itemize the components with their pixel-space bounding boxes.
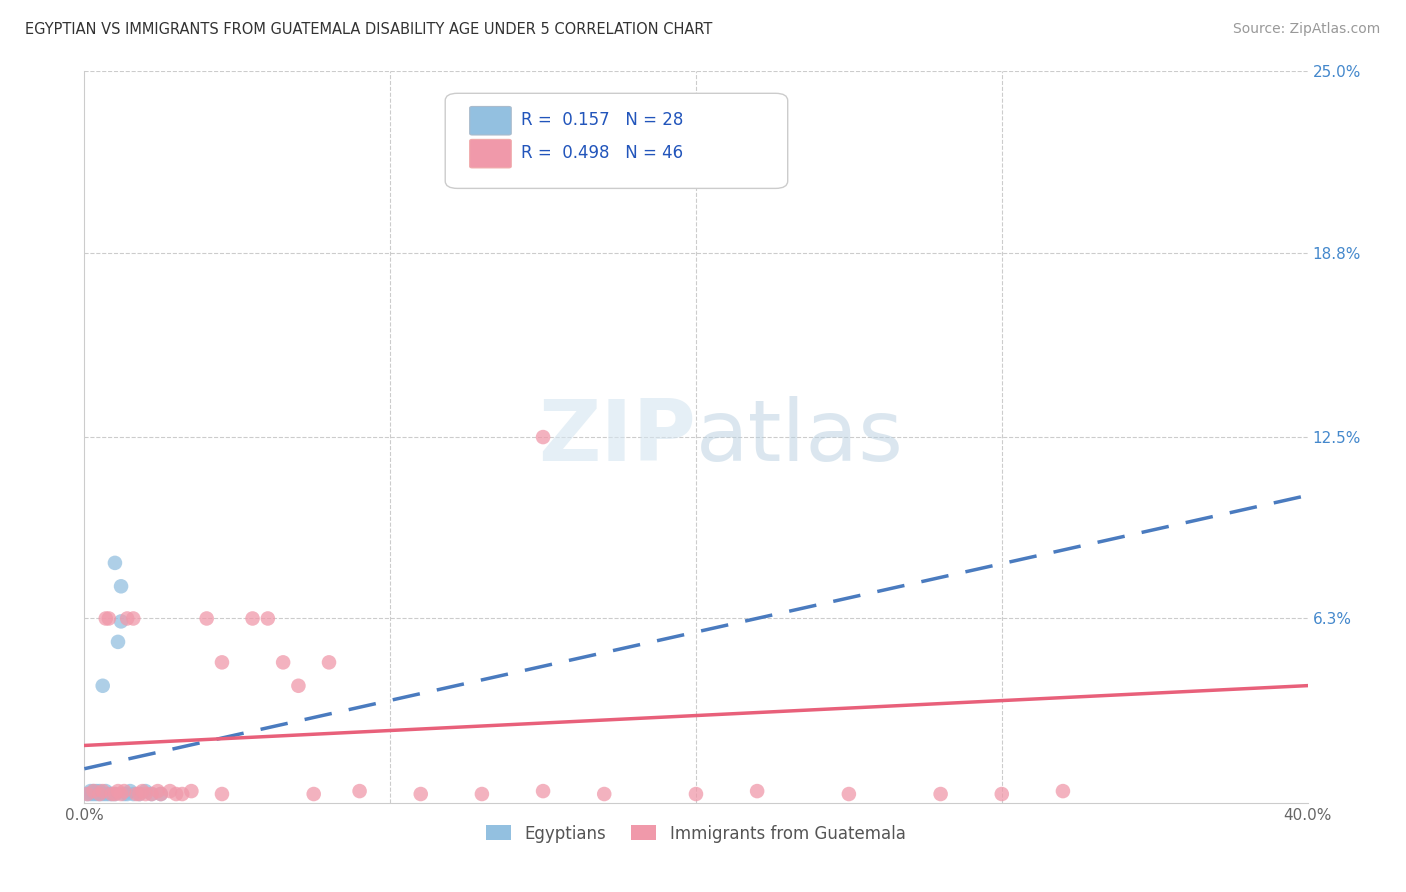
Immigrants from Guatemala xyxy=(471,787,494,801)
Egyptians xyxy=(94,787,117,801)
Egyptians xyxy=(135,784,157,798)
Text: ZIP: ZIP xyxy=(538,395,696,479)
Immigrants from Guatemala xyxy=(180,784,202,798)
Immigrants from Guatemala xyxy=(838,787,860,801)
Immigrants from Guatemala xyxy=(172,787,194,801)
Egyptians xyxy=(83,787,105,801)
Immigrants from Guatemala xyxy=(349,784,371,798)
Immigrants from Guatemala xyxy=(91,784,114,798)
Immigrants from Guatemala xyxy=(531,784,554,798)
FancyBboxPatch shape xyxy=(470,106,512,135)
Immigrants from Guatemala xyxy=(97,611,120,625)
Egyptians xyxy=(115,787,138,801)
Egyptians xyxy=(101,787,124,801)
Egyptians xyxy=(79,784,101,798)
Egyptians xyxy=(91,787,114,801)
Egyptians xyxy=(83,784,105,798)
FancyBboxPatch shape xyxy=(470,139,512,168)
Immigrants from Guatemala xyxy=(159,784,181,798)
Immigrants from Guatemala xyxy=(991,787,1014,801)
Egyptians xyxy=(89,784,111,798)
Egyptians xyxy=(79,787,101,801)
Egyptians xyxy=(76,787,98,801)
Immigrants from Guatemala xyxy=(1052,784,1074,798)
Immigrants from Guatemala xyxy=(83,784,105,798)
Egyptians xyxy=(128,787,150,801)
Immigrants from Guatemala xyxy=(242,611,264,625)
Immigrants from Guatemala xyxy=(104,787,127,801)
Immigrants from Guatemala xyxy=(101,787,124,801)
Immigrants from Guatemala xyxy=(135,787,157,801)
Immigrants from Guatemala xyxy=(929,787,952,801)
Immigrants from Guatemala xyxy=(110,787,132,801)
Immigrants from Guatemala xyxy=(302,787,325,801)
Immigrants from Guatemala xyxy=(409,787,432,801)
Immigrants from Guatemala xyxy=(271,656,294,670)
Egyptians xyxy=(149,787,172,801)
Immigrants from Guatemala xyxy=(107,784,129,798)
Egyptians xyxy=(141,787,163,801)
Immigrants from Guatemala xyxy=(125,787,148,801)
Egyptians xyxy=(110,615,132,629)
Text: Source: ZipAtlas.com: Source: ZipAtlas.com xyxy=(1233,22,1381,37)
Immigrants from Guatemala xyxy=(318,656,340,670)
Egyptians xyxy=(112,787,135,801)
FancyBboxPatch shape xyxy=(446,94,787,188)
Immigrants from Guatemala xyxy=(211,787,233,801)
Text: atlas: atlas xyxy=(696,395,904,479)
Immigrants from Guatemala xyxy=(146,784,169,798)
Immigrants from Guatemala xyxy=(89,787,111,801)
Immigrants from Guatemala xyxy=(115,611,138,625)
Immigrants from Guatemala xyxy=(165,787,187,801)
Egyptians xyxy=(86,787,108,801)
Immigrants from Guatemala xyxy=(257,611,280,625)
Immigrants from Guatemala xyxy=(195,611,218,625)
Text: EGYPTIAN VS IMMIGRANTS FROM GUATEMALA DISABILITY AGE UNDER 5 CORRELATION CHART: EGYPTIAN VS IMMIGRANTS FROM GUATEMALA DI… xyxy=(25,22,713,37)
Egyptians xyxy=(89,787,111,801)
Immigrants from Guatemala xyxy=(141,787,163,801)
Egyptians xyxy=(104,787,127,801)
Egyptians xyxy=(104,556,127,570)
Immigrants from Guatemala xyxy=(531,430,554,444)
Egyptians xyxy=(122,787,145,801)
Immigrants from Guatemala xyxy=(76,787,98,801)
Egyptians xyxy=(107,635,129,649)
Egyptians xyxy=(97,787,120,801)
Legend: Egyptians, Immigrants from Guatemala: Egyptians, Immigrants from Guatemala xyxy=(479,818,912,849)
Text: R =  0.498   N = 46: R = 0.498 N = 46 xyxy=(522,144,683,161)
Immigrants from Guatemala xyxy=(287,679,309,693)
Immigrants from Guatemala xyxy=(149,787,172,801)
Immigrants from Guatemala xyxy=(94,611,117,625)
Immigrants from Guatemala xyxy=(747,784,769,798)
Immigrants from Guatemala xyxy=(593,787,616,801)
Immigrants from Guatemala xyxy=(128,787,150,801)
Egyptians xyxy=(91,679,114,693)
Immigrants from Guatemala xyxy=(131,784,153,798)
Text: R =  0.157   N = 28: R = 0.157 N = 28 xyxy=(522,111,683,128)
Egyptians xyxy=(110,579,132,593)
Immigrants from Guatemala xyxy=(685,787,707,801)
Egyptians xyxy=(86,784,108,798)
Immigrants from Guatemala xyxy=(211,656,233,670)
Egyptians xyxy=(120,784,142,798)
Immigrants from Guatemala xyxy=(112,784,135,798)
Egyptians xyxy=(94,784,117,798)
Immigrants from Guatemala xyxy=(747,152,769,166)
Immigrants from Guatemala xyxy=(122,611,145,625)
